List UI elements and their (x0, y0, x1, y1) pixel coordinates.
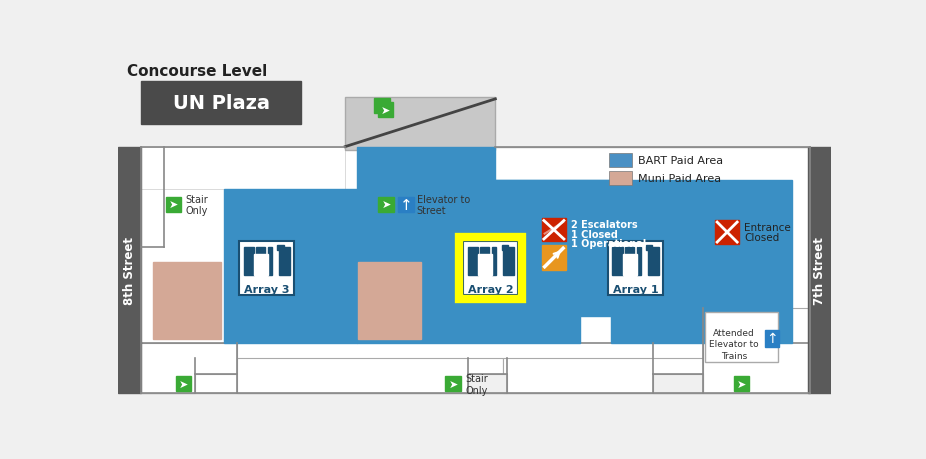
Text: Array 1: Array 1 (613, 285, 658, 294)
Text: ↑: ↑ (400, 197, 412, 213)
Bar (358, 263, 421, 339)
Text: Closed: Closed (745, 232, 780, 242)
Bar (374, 99, 390, 114)
Text: 2 Escalators: 2 Escalators (570, 220, 637, 230)
Text: Stair
Only: Stair Only (186, 194, 208, 216)
Bar (502, 246, 507, 250)
Bar (166, 197, 181, 213)
Bar (609, 172, 632, 186)
Bar (398, 197, 414, 213)
Bar (648, 248, 658, 275)
Bar (345, 97, 495, 151)
Bar (646, 246, 653, 250)
Text: ↑: ↑ (766, 331, 778, 346)
Text: ➤: ➤ (381, 106, 390, 115)
Bar (269, 248, 272, 275)
Bar (279, 248, 290, 275)
Text: Entrance: Entrance (745, 223, 791, 233)
Bar (625, 248, 634, 254)
Text: Muni Paid Area: Muni Paid Area (638, 174, 721, 184)
Bar (154, 263, 221, 339)
Bar (239, 242, 294, 296)
Bar (765, 330, 779, 347)
Text: 8th Street: 8th Street (123, 236, 136, 304)
Bar (542, 219, 566, 242)
Bar (244, 248, 255, 275)
Bar (141, 82, 301, 124)
Bar (703, 308, 808, 393)
Bar (141, 147, 224, 343)
Bar (256, 248, 265, 254)
Polygon shape (503, 358, 809, 393)
Text: BART Paid Area: BART Paid Area (638, 155, 723, 165)
Bar (140, 147, 809, 393)
Bar (445, 376, 461, 392)
Bar (255, 254, 269, 275)
Text: Concourse Level: Concourse Level (127, 64, 268, 79)
Bar (493, 248, 496, 275)
Bar (612, 248, 623, 275)
Bar (459, 238, 522, 299)
Polygon shape (224, 190, 357, 343)
Bar (734, 376, 749, 392)
Bar (542, 246, 566, 270)
Bar (379, 197, 394, 213)
Text: 7th Street: 7th Street (813, 236, 826, 304)
Bar (480, 248, 489, 254)
Text: 1 Closed: 1 Closed (570, 229, 618, 239)
Text: Attended
Elevator to
Trains: Attended Elevator to Trains (709, 328, 759, 360)
Bar (176, 376, 191, 392)
Bar (141, 147, 345, 190)
Polygon shape (495, 180, 611, 217)
Polygon shape (357, 147, 792, 343)
Text: Elevator to
Street: Elevator to Street (417, 194, 470, 216)
Text: ➤: ➤ (169, 200, 178, 210)
Bar (808, 147, 832, 393)
Polygon shape (237, 358, 503, 393)
Bar (119, 147, 141, 393)
Text: ➤: ➤ (179, 379, 188, 389)
Bar (705, 313, 778, 363)
Text: 1 Operational: 1 Operational (570, 238, 646, 248)
Bar (715, 220, 740, 245)
Bar (623, 254, 637, 275)
Bar (653, 374, 703, 393)
Text: ➤: ➤ (382, 200, 391, 210)
Bar (637, 248, 641, 275)
Bar (609, 153, 632, 167)
Text: ➤: ➤ (448, 379, 457, 389)
Bar (503, 248, 514, 275)
Bar (607, 242, 663, 296)
Text: ➜: ➜ (378, 101, 387, 112)
Bar (479, 254, 493, 275)
Bar (278, 246, 283, 250)
Text: Array 2: Array 2 (468, 285, 514, 294)
Text: Array 3: Array 3 (244, 285, 290, 294)
Bar (468, 248, 479, 275)
Bar (463, 242, 519, 296)
Bar (469, 374, 507, 393)
Text: ➤: ➤ (737, 379, 746, 389)
Bar (378, 103, 393, 118)
Text: Stair
Only: Stair Only (466, 373, 488, 395)
Text: UN Plaza: UN Plaza (173, 94, 269, 113)
Polygon shape (141, 343, 237, 393)
